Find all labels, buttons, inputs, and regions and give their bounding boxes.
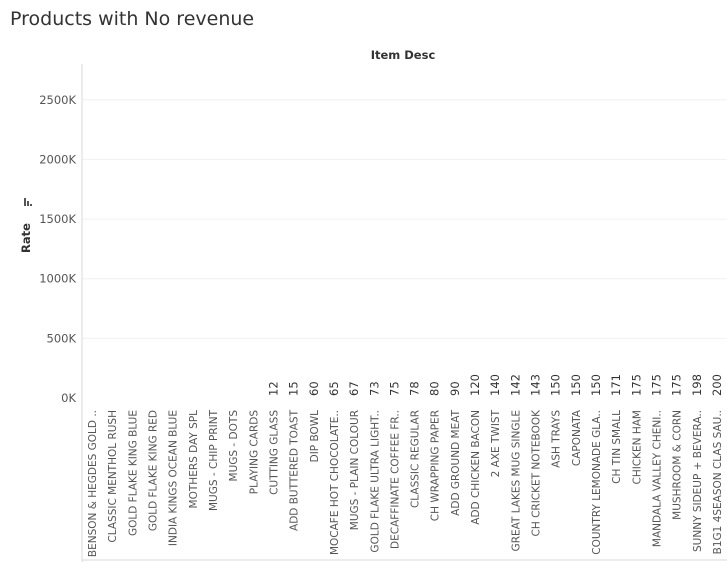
value-label: 90 (448, 381, 462, 396)
value-labels: 12 15 60 65 67 73 75 78 80 90 120 140 142 143 150 150 15… (266, 374, 723, 396)
value-label: 65 (327, 381, 341, 396)
value-label: 12 (266, 381, 280, 396)
category-label: MUGS - CHIP PRINT (208, 409, 220, 511)
category-label: ADD CHICKEN BACON (470, 410, 482, 525)
category-label: MUGS - PLAIN COLOUR (349, 410, 361, 530)
y-axis-title: Rate (19, 223, 33, 253)
value-label: 175 (629, 374, 643, 396)
category-label: COUNTRY LEMONADE GLA.. (591, 410, 603, 555)
category-label: BENSON & HEGDES GOLD .. (87, 410, 99, 557)
category-label: DECAFFINATE COFFEE FR.. (389, 410, 401, 549)
y-axis-ticks: 0K 500K 1000K 1500K 2000K 2500K (39, 93, 76, 405)
value-label: 175 (649, 374, 663, 396)
bar-chart: Item Desc Rate 0K 500K 1000K 1500K 2000K 2500… (19, 48, 727, 562)
y-tick-label: 2500K (39, 93, 76, 107)
value-label: 150 (569, 374, 583, 396)
category-label: DIP BOWL (309, 410, 321, 463)
value-label: 73 (367, 381, 381, 396)
category-label: INDIA KINGS OCEAN BLUE (168, 410, 180, 546)
value-label: 143 (529, 374, 543, 396)
value-label: 198 (690, 374, 704, 396)
category-label: GOLD FLAKE KING RED (148, 410, 160, 531)
sort-icon[interactable] (24, 198, 32, 206)
category-label: CH TIN SMALL (611, 410, 623, 484)
chart-area: Item Desc Rate 0K 500K 1000K 1500K 2000K 2500… (0, 40, 727, 562)
category-label: CAPONATA (571, 409, 583, 466)
y-tick-label: 1000K (39, 272, 76, 286)
category-label: PLAYING CARDS (248, 410, 260, 495)
category-label: MOTHERS DAY SPL (188, 410, 200, 509)
gridlines (82, 99, 727, 339)
sort-bar-2 (24, 198, 26, 206)
sort-bar-1 (27, 201, 29, 206)
value-label: 171 (609, 374, 623, 396)
category-label: GOLD FLAKE KING BLUE (127, 410, 139, 536)
category-label: GREAT LAKES MUG SINGLE (510, 410, 522, 551)
value-label: 67 (347, 381, 361, 396)
y-tick-label: 1500K (39, 212, 76, 226)
category-labels: BENSON & HEGDES GOLD .. CLASSIC MENTHOL R… (87, 409, 724, 557)
category-label: CHICKEN HAM (631, 410, 643, 485)
category-label: ASH TRAYS (551, 410, 563, 468)
value-label: 78 (408, 381, 422, 396)
value-label: 80 (428, 381, 442, 396)
value-label: 142 (508, 374, 522, 396)
category-label: SUNNY SIDEUP + BEVERA.. (692, 410, 704, 552)
axes (81, 64, 727, 562)
column-header: Item Desc (371, 48, 436, 62)
category-label: B1G1 4SEASON CLAS SAU.. (712, 410, 724, 554)
value-label: 120 (468, 374, 482, 396)
category-label: MUGS - DOTS (228, 410, 240, 482)
category-label: MUSHROOM & CORN (672, 410, 684, 520)
category-label: ADD GROUND MEAT (450, 409, 462, 515)
sort-bar-0 (30, 204, 32, 206)
value-label: 140 (488, 374, 502, 396)
value-label: 150 (549, 374, 563, 396)
category-label: ADD BUTTERED TOAST (289, 409, 301, 531)
category-label: CLASSIC REGULAR (410, 410, 422, 508)
category-label: CH WRAPPING PAPER (430, 410, 442, 521)
value-label: 60 (307, 381, 321, 396)
category-label: 2 AXE TWIST (490, 409, 502, 477)
y-tick-label: 500K (47, 331, 77, 345)
category-label: CUTTING GLASS (268, 410, 280, 495)
value-label: 175 (670, 374, 684, 396)
y-tick-label: 0K (61, 391, 76, 405)
category-label: GOLD FLAKE ULTRA LIGHT.. (369, 410, 381, 553)
value-label: 15 (287, 381, 301, 396)
category-label: CLASSIC MENTHOL RUSH (107, 410, 119, 543)
category-label: MANDALA VALLEY CHENI.. (651, 410, 663, 547)
value-label: 150 (589, 374, 603, 396)
chart-title: Products with No revenue (10, 8, 255, 30)
value-label: 75 (387, 381, 401, 396)
value-label: 200 (710, 374, 724, 396)
category-label: CH CRICKET NOTEBOOK (531, 409, 543, 537)
category-label: MOCAFE HOT CHOCOLATE.. (329, 410, 341, 555)
y-tick-label: 2000K (39, 152, 76, 166)
